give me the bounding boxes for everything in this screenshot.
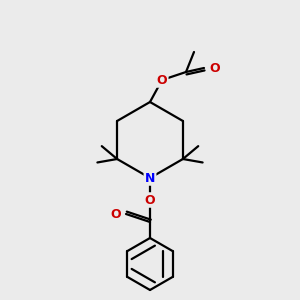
Text: O: O — [110, 208, 121, 220]
Text: N: N — [145, 172, 155, 184]
Text: O: O — [157, 74, 167, 86]
Text: O: O — [145, 194, 155, 206]
Text: O: O — [209, 61, 220, 74]
